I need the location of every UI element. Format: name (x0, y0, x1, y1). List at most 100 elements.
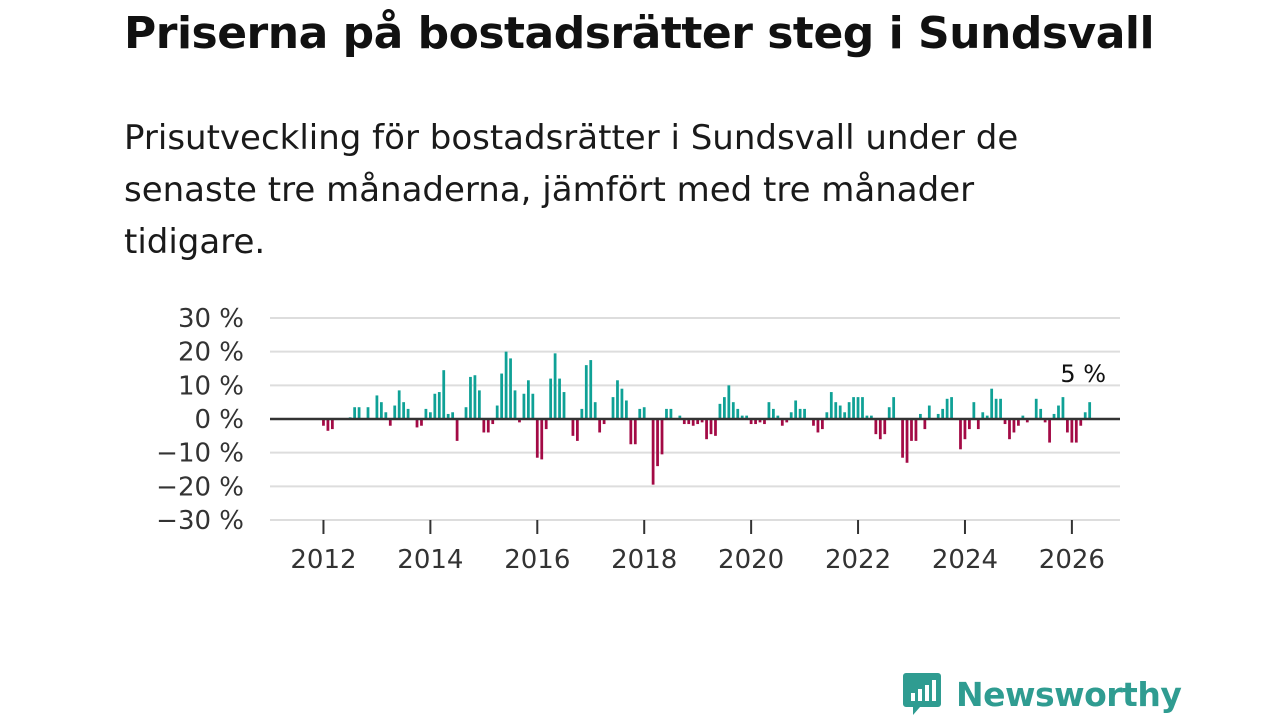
bar-positive (1061, 397, 1065, 419)
bar-negative (602, 419, 606, 425)
bar-negative (691, 419, 695, 426)
bar-positive (353, 407, 357, 419)
newsworthy-logo: Newsworthy (902, 670, 1182, 718)
bar-positive (776, 415, 780, 419)
x-tick-label: 2026 (1039, 545, 1105, 575)
bar-positive (887, 407, 891, 419)
bar-positive (794, 400, 798, 419)
x-tick-label: 2012 (290, 545, 356, 575)
bar-negative (660, 419, 664, 455)
bar-negative (482, 419, 486, 433)
bar-positive (589, 360, 593, 419)
bar-negative (687, 419, 691, 425)
bar-negative (322, 419, 325, 426)
bar-positive (531, 393, 535, 419)
bar-positive (357, 407, 361, 419)
bar-positive (584, 365, 588, 419)
bar-negative (1079, 419, 1083, 426)
bar-positive (1088, 402, 1092, 419)
y-tick-label: −30 % (156, 506, 244, 536)
x-tick-label: 2020 (718, 545, 784, 575)
bar-negative (1066, 419, 1069, 433)
bar-positive (981, 412, 985, 419)
bar-positive (838, 405, 842, 419)
y-tick-label: 10 % (178, 371, 244, 401)
bar-positive (616, 380, 619, 419)
bar-negative (874, 419, 878, 435)
bar-positive (731, 402, 735, 419)
bar-positive (665, 408, 668, 419)
bar-negative (535, 419, 539, 458)
bar-positive (580, 408, 584, 419)
brand-name: Newsworthy (956, 674, 1182, 714)
bar-positive (945, 398, 949, 419)
bar-positive (727, 385, 731, 419)
bar-positive (999, 398, 1002, 419)
bar-positive (745, 415, 749, 419)
bar-negative (812, 419, 815, 426)
bar-positive (1039, 408, 1043, 419)
bar-negative (714, 419, 717, 436)
bar-positive (428, 412, 432, 419)
bar-positive (495, 405, 499, 419)
bar-positive (526, 380, 530, 419)
bar-positive (718, 403, 722, 419)
bar-positive (669, 408, 673, 419)
bar-positive (433, 393, 437, 419)
bar-negative (959, 419, 962, 450)
bar-negative (923, 419, 927, 430)
bar-positive (393, 405, 397, 419)
newsworthy-logo-icon (903, 673, 941, 715)
bar-negative (656, 419, 659, 467)
bar-positive (375, 395, 379, 419)
bar-negative (455, 419, 459, 441)
bar-negative (878, 419, 882, 440)
bar-positive (620, 388, 624, 419)
bar-positive (723, 397, 726, 419)
bar-negative (682, 419, 686, 425)
bar-negative (763, 419, 766, 425)
bar-positive (870, 415, 873, 419)
bar-positive (500, 373, 504, 419)
bar-negative (1043, 419, 1047, 423)
logo-bar-4 (932, 680, 936, 701)
bar-positive (892, 397, 896, 419)
bar-positive (678, 415, 682, 419)
bar-negative (780, 419, 784, 426)
bar-negative (976, 419, 980, 430)
bar-negative (629, 419, 633, 445)
bar-negative (705, 419, 708, 440)
bar-positive (829, 392, 833, 419)
bar-positive (562, 392, 566, 419)
bar-positive (549, 378, 553, 419)
bar-negative (883, 419, 887, 435)
y-tick-label: 30 % (178, 304, 244, 334)
bar-negative (1074, 419, 1078, 443)
x-tick-label: 2016 (504, 545, 570, 575)
bar-positive (950, 397, 953, 419)
bar-negative (749, 419, 753, 425)
latest-value-label: 5 % (1060, 360, 1106, 388)
bar-positive (736, 408, 740, 419)
bar-negative (1025, 419, 1029, 423)
bar-positive (1052, 413, 1056, 419)
bar-positive (941, 408, 945, 419)
bar-positive (772, 408, 775, 419)
bar-positive (985, 415, 989, 419)
bar-negative (651, 419, 655, 485)
bar-negative (633, 419, 637, 445)
bar-negative (816, 419, 820, 433)
y-tick-label: −20 % (156, 472, 244, 502)
bar-negative (571, 419, 575, 436)
bar-negative (914, 419, 918, 441)
bar-positive (990, 388, 994, 419)
bar-positive (406, 408, 410, 419)
bar-positive (767, 402, 771, 419)
bar-negative (1048, 419, 1051, 443)
bar-positive (469, 376, 472, 419)
bar-negative (758, 419, 762, 423)
bar-positive (740, 415, 744, 419)
bar-positive (638, 408, 642, 419)
x-tick-label: 2014 (397, 545, 463, 575)
bar-positive (861, 397, 864, 419)
